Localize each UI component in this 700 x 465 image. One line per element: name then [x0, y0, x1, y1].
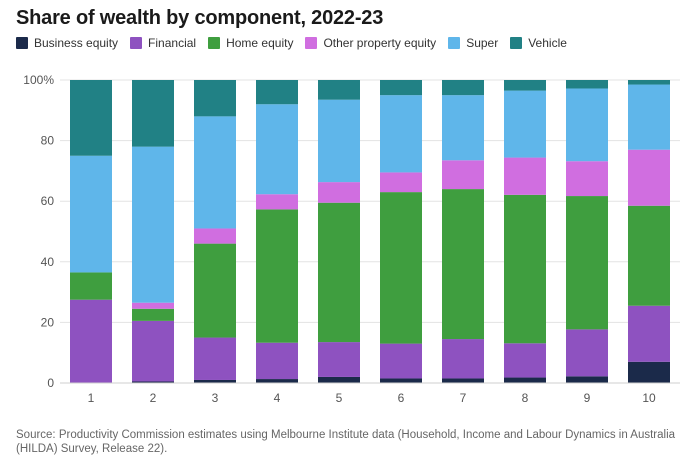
bar-segment — [442, 80, 484, 96]
bar-segment — [566, 88, 608, 162]
bar-segment — [504, 343, 546, 378]
legend-label-business-equity: Business equity — [34, 36, 119, 50]
bar-segment — [628, 80, 670, 85]
legend-swatch-home-equity — [208, 37, 221, 49]
bar-segment — [442, 378, 484, 383]
bar-segment — [132, 381, 174, 383]
x-tick-label: 9 — [584, 391, 591, 405]
legend-label-other-property-equity: Other property equity — [323, 36, 437, 50]
legend-swatch-other-property-equity — [305, 37, 318, 49]
x-tick-label: 5 — [336, 391, 343, 405]
bar-segment — [194, 228, 236, 244]
x-tick-label: 1 — [88, 391, 95, 405]
legend-swatch-financial — [130, 37, 143, 49]
bar-segment — [504, 377, 546, 383]
bar-segment — [132, 146, 174, 303]
bar-segment — [628, 149, 670, 206]
x-tick-label: 7 — [460, 391, 467, 405]
x-tick-label: 8 — [522, 391, 529, 405]
legend-swatch-vehicle — [510, 37, 523, 49]
y-tick-label: 60 — [41, 194, 55, 208]
y-tick-label: 0 — [47, 376, 54, 390]
bar-segment — [566, 161, 608, 197]
bar-segment — [504, 157, 546, 195]
legend-label-financial: Financial — [148, 36, 197, 50]
bar-segment — [628, 205, 670, 306]
chart-title: Share of wealth by component, 2022-23 — [16, 7, 384, 29]
bar-segment — [504, 80, 546, 91]
bar-segment — [380, 192, 422, 344]
legend-item-vehicle: Vehicle — [510, 36, 567, 50]
bar-segment — [380, 343, 422, 379]
bar-segment — [194, 80, 236, 117]
bar-segment — [566, 196, 608, 330]
bar-segment — [194, 243, 236, 338]
legend-item-super: Super — [448, 36, 498, 50]
bar-segment — [442, 95, 484, 161]
bar-segment — [380, 95, 422, 173]
y-tick-label: 40 — [41, 255, 55, 269]
legend-swatch-super — [448, 37, 461, 49]
bar-segment — [318, 376, 360, 383]
bar-segment — [380, 378, 422, 383]
bar-segment — [194, 337, 236, 380]
bar-segment — [318, 182, 360, 203]
bar-segment — [132, 80, 174, 147]
y-tick-label: 100% — [23, 73, 54, 87]
bar-segment — [132, 302, 174, 309]
bar-segment — [256, 80, 298, 105]
bar-segment — [70, 299, 112, 383]
y-tick-label: 20 — [41, 315, 55, 329]
bar-segment — [256, 342, 298, 380]
bar-segment — [256, 379, 298, 383]
x-tick-label: 4 — [274, 391, 281, 405]
chart-legend: Business equity Financial Home equity Ot… — [16, 36, 567, 50]
bar-segment — [256, 209, 298, 343]
bar-segment — [194, 379, 236, 383]
legend-label-vehicle: Vehicle — [528, 36, 567, 50]
bar-segment — [566, 376, 608, 383]
source-note: Source: Productivity Commission estimate… — [16, 429, 676, 455]
bar-segment — [380, 172, 422, 193]
legend-item-home-equity: Home equity — [208, 36, 293, 50]
bar-segment — [318, 80, 360, 100]
bar-segment — [194, 116, 236, 229]
x-tick-label: 6 — [398, 391, 405, 405]
bar-segment — [504, 194, 546, 344]
bar-segment — [628, 305, 670, 362]
bar-segment — [70, 272, 112, 300]
legend-item-financial: Financial — [130, 36, 196, 50]
x-tick-label: 3 — [212, 391, 219, 405]
bar-segment — [628, 84, 670, 150]
legend-item-business-equity: Business equity — [16, 36, 118, 50]
y-tick-label: 80 — [41, 134, 55, 148]
bar-segment — [442, 189, 484, 340]
bar-segment — [318, 99, 360, 183]
legend-label-home-equity: Home equity — [226, 36, 294, 50]
bar-segment — [132, 320, 174, 382]
bar-segment — [318, 342, 360, 377]
bar-segment — [504, 90, 546, 158]
x-tick-label: 10 — [642, 391, 656, 405]
bar-segment — [256, 104, 298, 195]
bar-segment — [442, 160, 484, 190]
bar-segment — [132, 308, 174, 321]
bar-segment — [70, 80, 112, 156]
bar-segment — [70, 155, 112, 273]
legend-swatch-business-equity — [16, 37, 28, 49]
bar-segment — [318, 202, 360, 343]
legend-label-super: Super — [466, 36, 499, 50]
bar-segment — [442, 339, 484, 379]
bar-segment — [566, 80, 608, 89]
bar-segment — [628, 361, 670, 383]
bar-segment — [566, 329, 608, 377]
bar-segment — [380, 80, 422, 96]
x-tick-label: 2 — [150, 391, 157, 405]
bar-segment — [256, 194, 298, 210]
legend-item-other-property-equity: Other property equity — [305, 36, 436, 50]
